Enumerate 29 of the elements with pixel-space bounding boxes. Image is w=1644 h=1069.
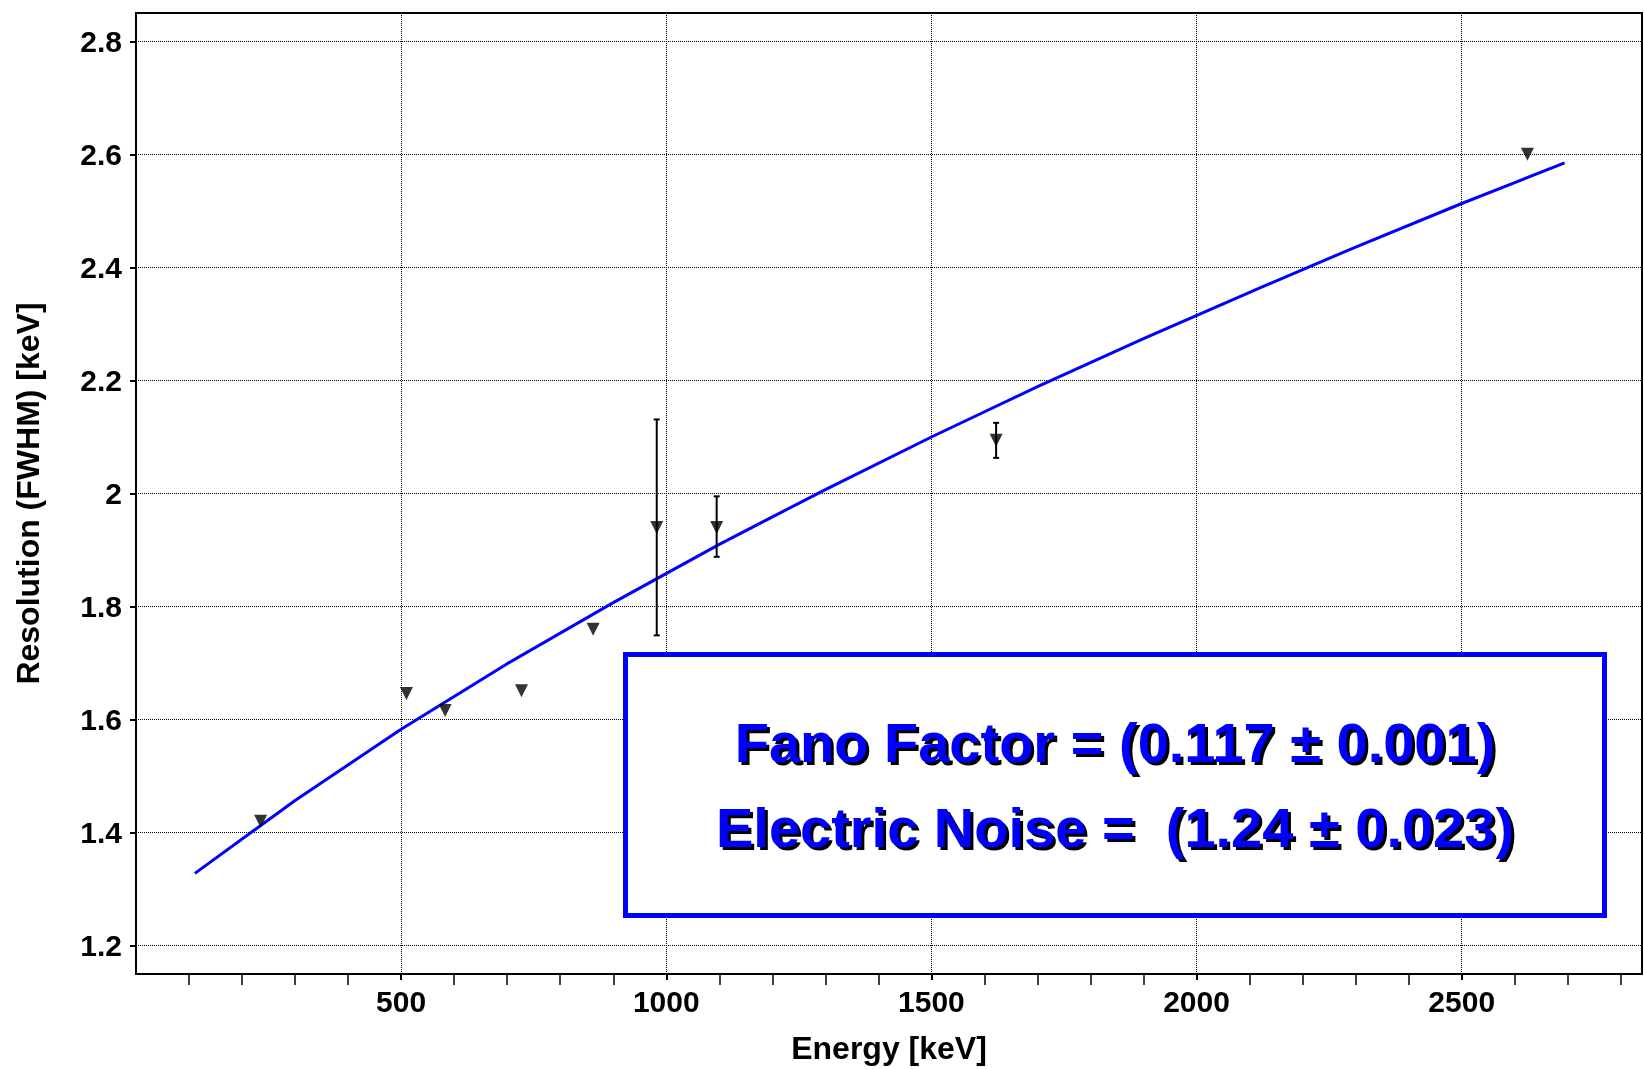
y-tick-label: 1.6 (80, 703, 122, 737)
point (586, 622, 600, 636)
point (710, 520, 724, 534)
point (650, 520, 664, 534)
annotation: Fano Factor = (0.117 ± 0.001) (734, 710, 1496, 775)
y-tick-label: 2 (105, 477, 122, 510)
x-tick-label: 2000 (1163, 984, 1230, 1018)
point (438, 704, 452, 718)
x-axis-title: Energy [keV] (791, 1030, 987, 1066)
x-tick-label: 500 (376, 984, 427, 1018)
annotation: Electric Noise = (1.24 ± 0.023) (715, 795, 1515, 860)
point (1520, 147, 1534, 161)
text-box: Fano Factor = (0.117 ± 0.001) Electric Noise = (1.24 ± 0.023) (623, 652, 1607, 918)
y-tick-label: 2.4 (80, 250, 123, 284)
x-tick-label: 2500 (1428, 984, 1496, 1018)
point (399, 687, 413, 701)
y-axis-title: Resolution (FWHM) [keV] (10, 302, 46, 685)
y-tick-label: 2.6 (80, 137, 122, 171)
y-tick-label: 1.4 (80, 816, 123, 850)
line-series (193, 161, 1567, 875)
y-tick-label: 1.8 (80, 590, 122, 624)
x-tick-label: 1000 (632, 984, 700, 1018)
y-tick-label: 2.8 (80, 24, 122, 58)
point (515, 684, 529, 698)
point (254, 814, 268, 828)
y-tick-label: 1.2 (80, 929, 122, 963)
y-tick-label: 2.2 (80, 363, 122, 397)
point (989, 433, 1003, 447)
x-tick-label: 1500 (898, 984, 965, 1018)
